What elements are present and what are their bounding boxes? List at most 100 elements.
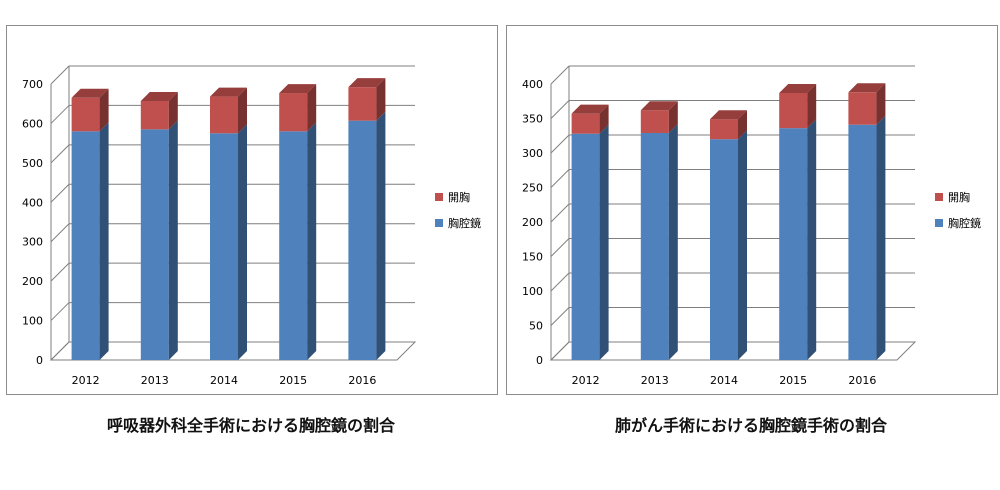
- gridline-side: [50, 105, 70, 124]
- bar-side: [376, 111, 386, 360]
- bar-segment: [710, 119, 738, 140]
- bar-side: [307, 84, 317, 132]
- bar-top: [571, 104, 609, 114]
- y-tick-label: 400: [22, 196, 43, 209]
- gridline-side: [50, 302, 70, 321]
- bar-top: [71, 88, 109, 98]
- y-tick-label: 100: [522, 285, 543, 298]
- bar-side: [738, 110, 747, 140]
- gridline-side: [550, 134, 570, 154]
- gridline-side: [550, 307, 570, 326]
- gridline-side: [50, 144, 70, 164]
- gridline-side: [50, 262, 70, 282]
- bar-segment: [640, 132, 669, 360]
- y-tick-label: 50: [529, 320, 543, 333]
- y-tick-label: 300: [522, 147, 543, 160]
- y-tick-label: 700: [22, 78, 43, 91]
- y-tick-label: 400: [522, 78, 543, 91]
- chart-caption-left: 呼吸器外科全手術における胸腔鏡の割合: [106, 416, 395, 435]
- y-tick-label: 600: [22, 117, 43, 130]
- y-tick-label: 150: [522, 251, 543, 264]
- bar-segment: [348, 87, 377, 121]
- bar-top: [848, 83, 886, 93]
- bar-side: [876, 115, 886, 361]
- legend-label: 胸腔鏡: [448, 216, 481, 230]
- legend-label: 開胸: [448, 190, 470, 204]
- gridline-side: [50, 65, 70, 85]
- y-tick-label: 200: [522, 216, 543, 229]
- x-tick-label: 2012: [72, 374, 100, 387]
- bar-segment: [710, 139, 738, 360]
- legend-swatch: [935, 219, 943, 227]
- gridline-side: [550, 238, 570, 257]
- bar-side: [668, 123, 678, 361]
- bar-side: [668, 101, 678, 133]
- bar-segment: [210, 133, 238, 360]
- bar-side: [307, 122, 317, 360]
- chart-panel-left: 0 100 200 300 400 500 600 700 2012 2013 2014 2015 20…: [6, 25, 498, 395]
- gridline-side: [50, 223, 70, 243]
- x-tick-label: 2014: [710, 374, 738, 387]
- bar-top: [640, 101, 678, 111]
- chart-caption-right: 肺がん手術における胸腔鏡手術の割合: [614, 416, 887, 435]
- x-tick-label: 2012: [572, 374, 600, 387]
- bar-top: [140, 91, 178, 101]
- bar-top: [279, 84, 317, 94]
- bar-side: [876, 83, 886, 125]
- chart-panel-right: 0 50 100 150 200 250 300 350 400 2012 2013 2014 2015…: [506, 25, 998, 395]
- legend-label: 胸腔鏡: [948, 216, 981, 230]
- bar-segment: [279, 131, 308, 360]
- bar-side: [807, 119, 817, 360]
- bar-top: [210, 87, 247, 97]
- legend-swatch: [935, 193, 943, 201]
- y-tick-label: 350: [522, 113, 543, 126]
- bar-segment: [71, 131, 100, 360]
- x-tick-label: 2014: [210, 374, 238, 387]
- legend-swatch: [435, 219, 443, 227]
- bar-side: [168, 120, 178, 360]
- y-tick-label: 0: [36, 354, 43, 367]
- y-tick-label: 250: [522, 182, 543, 195]
- bar-segment: [140, 100, 169, 130]
- legend-swatch: [435, 193, 443, 201]
- gridline-side: [550, 272, 570, 292]
- bar-segment: [640, 110, 669, 133]
- bar-segment: [571, 133, 600, 360]
- stacked-bar-chart-left: 0 100 200 300 400 500 600 700 2012 2013 2014 2015 20…: [22, 65, 481, 387]
- gridline-side: [50, 183, 70, 203]
- bar-segment: [571, 113, 600, 134]
- bar-segment: [348, 120, 377, 360]
- bar-side: [238, 124, 247, 361]
- gridline-side: [550, 100, 570, 119]
- bar-side: [807, 83, 817, 129]
- bar-side: [168, 91, 178, 130]
- bar-segment: [71, 97, 100, 132]
- bar-segment: [848, 92, 877, 125]
- x-tick-label: 2016: [348, 374, 376, 387]
- bar-segment: [779, 128, 808, 360]
- bar-segment: [779, 92, 808, 129]
- bar-top: [779, 83, 817, 93]
- bar-side: [599, 124, 609, 361]
- bar-side: [599, 104, 609, 134]
- y-tick-label: 500: [22, 157, 43, 170]
- x-tick-label: 2013: [141, 374, 169, 387]
- x-tick-label: 2013: [641, 374, 669, 387]
- bar-segment: [279, 93, 308, 132]
- x-tick-label: 2016: [848, 374, 876, 387]
- x-tick-label: 2015: [779, 374, 807, 387]
- bar-side: [738, 130, 747, 360]
- gridline-side: [550, 203, 570, 223]
- bar-segment: [140, 129, 169, 360]
- legend-label: 開胸: [948, 190, 970, 204]
- gridline-side: [550, 169, 570, 188]
- x-tick-label: 2015: [279, 374, 307, 387]
- bar-side: [376, 78, 386, 121]
- bar-top: [348, 78, 386, 88]
- bar-side: [238, 87, 247, 134]
- bar-top: [710, 110, 747, 120]
- bar-segment: [848, 124, 877, 361]
- bar-segment: [210, 96, 238, 134]
- y-tick-label: 100: [22, 315, 43, 328]
- stacked-bar-chart-right: 0 50 100 150 200 250 300 350 400 2012 2013 2014 2015…: [522, 65, 981, 387]
